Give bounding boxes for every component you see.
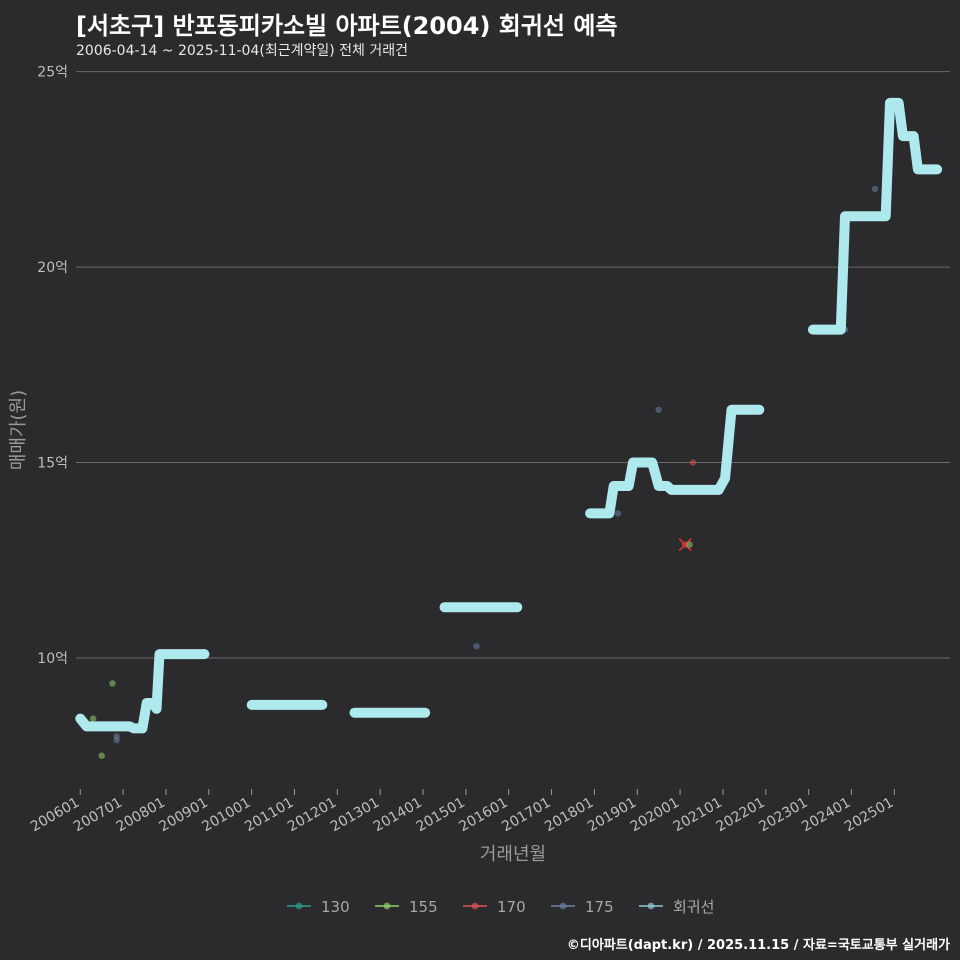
x-tick-label: 201601 — [456, 795, 510, 836]
x-tick-label: 201701 — [499, 795, 553, 836]
x-tick-label: 200601 — [28, 795, 82, 836]
data-point — [655, 406, 662, 413]
regression-segment — [75, 649, 210, 734]
data-point — [689, 459, 697, 466]
x-axis-label: 거래년월 — [480, 844, 546, 865]
x-tick-label: 202001 — [628, 795, 682, 836]
x-tick-label: 202401 — [799, 795, 853, 836]
x-axis: 2006012007012008012009012010012011012012… — [28, 789, 896, 835]
data-points — [89, 185, 879, 759]
regression-segment — [585, 404, 765, 519]
y-tick-label: 25억 — [37, 65, 68, 81]
y-axis-label: 매매가(원) — [8, 390, 29, 470]
x-tick-label: 201101 — [242, 795, 296, 836]
data-point — [473, 643, 480, 650]
x-tick-label: 200801 — [114, 795, 168, 836]
cancel-mark — [678, 538, 692, 552]
legend-label: 회귀선 — [673, 898, 714, 916]
x-tick-label: 202201 — [713, 795, 767, 836]
x-tick-label: 202301 — [756, 795, 810, 836]
regression-line — [75, 97, 943, 734]
y-tick-label: 15억 — [37, 456, 68, 472]
legend-key-point — [471, 902, 479, 910]
data-point — [98, 752, 105, 759]
x-tick-label: 200701 — [71, 795, 125, 836]
x-tick-label: 201001 — [199, 795, 253, 836]
legend-label: 175 — [585, 898, 614, 916]
data-point — [109, 680, 116, 687]
legend-key-point — [295, 902, 303, 910]
data-point — [686, 541, 693, 548]
legend-label: 155 — [409, 898, 438, 916]
grid-lines — [76, 71, 950, 659]
legend-key-point — [383, 902, 391, 910]
legend-key-point — [559, 902, 567, 910]
y-tick-label: 20억 — [37, 260, 68, 276]
x-tick-label: 201501 — [414, 795, 468, 836]
legend-label: 130 — [321, 898, 350, 916]
x-tick-label: 201301 — [328, 795, 382, 836]
y-axis: 10억 15억 20억 25억 — [37, 65, 68, 667]
chart-subtitle: 2006-04-14 ~ 2025-11-04(최근계약일) 전체 거래건 — [76, 43, 408, 59]
legend-label: 170 — [497, 898, 526, 916]
chart-title: [서초구] 반포동피카소빌 아파트(2004) 회귀선 예측 — [76, 12, 618, 40]
legend-key-point — [647, 902, 655, 910]
x-tick-label: 201201 — [285, 795, 339, 836]
chart-caption: ©디아파트(dapt.kr) / 2025.11.15 / 자료=국토교통부 실… — [566, 938, 950, 953]
x-tick-label: 202501 — [842, 795, 896, 836]
data-point — [614, 510, 622, 517]
data-point — [871, 185, 879, 193]
x-tick-label: 200901 — [157, 795, 211, 836]
regression-segment — [807, 97, 943, 335]
x-tick-label: 201401 — [371, 795, 425, 836]
data-point — [113, 736, 120, 744]
x-tick-label: 201901 — [585, 795, 639, 836]
data-point — [89, 715, 97, 722]
x-tick-label: 201801 — [542, 795, 596, 836]
y-tick-label: 10억 — [37, 651, 68, 667]
x-tick-label: 202101 — [671, 795, 725, 836]
legend: 130 155 170 175 회귀선 — [287, 898, 714, 916]
